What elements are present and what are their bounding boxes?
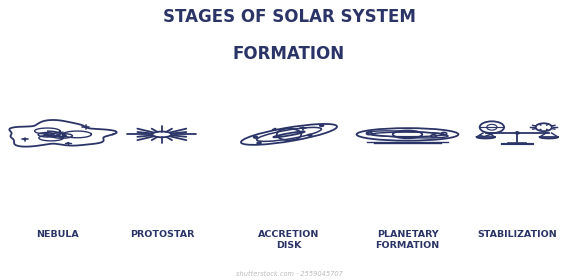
Text: STABILIZATION: STABILIZATION	[477, 230, 557, 239]
Text: FORMATION: FORMATION	[233, 45, 345, 63]
Circle shape	[254, 136, 258, 138]
Circle shape	[308, 134, 312, 136]
Text: PLANETARY
FORMATION: PLANETARY FORMATION	[375, 230, 440, 250]
Text: STAGES OF SOLAR SYSTEM: STAGES OF SOLAR SYSTEM	[162, 8, 416, 26]
Text: NEBULA: NEBULA	[36, 230, 79, 239]
Circle shape	[515, 132, 520, 134]
Text: ACCRETION
DISK: ACCRETION DISK	[258, 230, 320, 250]
Circle shape	[320, 125, 324, 127]
Text: PROTOSTAR: PROTOSTAR	[129, 230, 194, 239]
Circle shape	[257, 142, 261, 144]
Text: shutterstock.com · 2559045707: shutterstock.com · 2559045707	[236, 271, 342, 277]
